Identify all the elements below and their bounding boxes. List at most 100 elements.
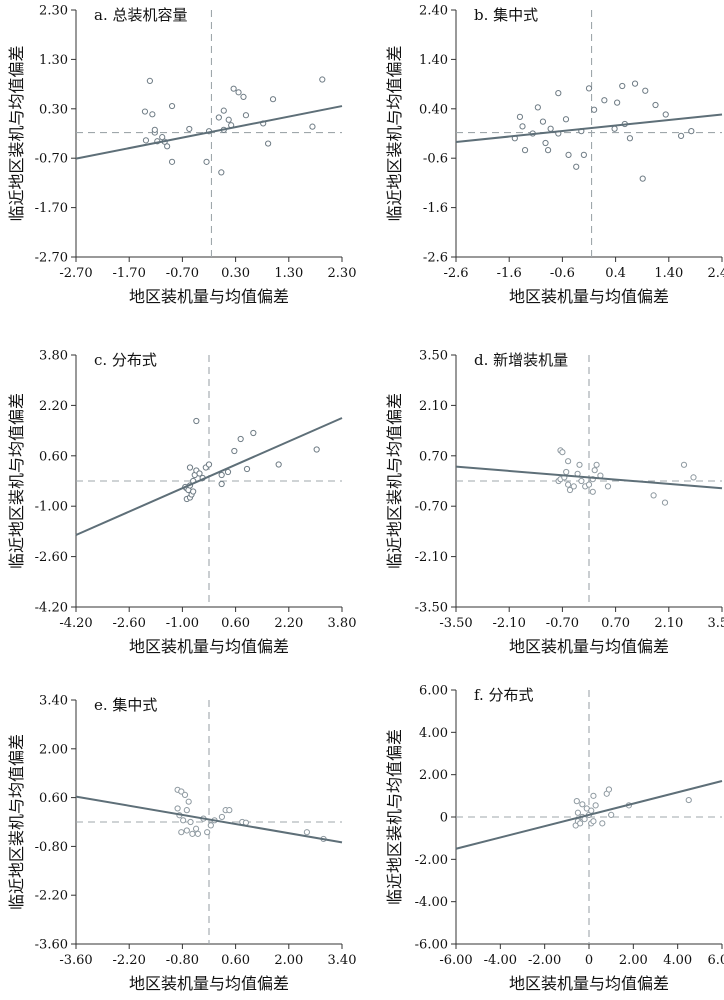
y-tick-label: -3.60 [35, 938, 68, 953]
data-point [588, 807, 595, 814]
data-point [224, 468, 232, 476]
data-point [642, 87, 649, 94]
y-tick-label: 0 [440, 811, 448, 826]
y-tick-label: -2.20 [35, 889, 68, 904]
data-point [178, 788, 185, 795]
data-point [240, 93, 247, 101]
data-point [218, 813, 226, 821]
x-tick-label: -2.00 [528, 953, 561, 968]
x-tick-label: 3.80 [328, 616, 357, 631]
y-tick-label: -1.6 [423, 201, 448, 216]
data-point [189, 830, 196, 837]
chart-panel-b: -2.6 -1.6 -0.6 0.4 1.40 2.40 2.40 1.40 0.40 -0.6 -… [385, 4, 724, 307]
data-point [203, 158, 210, 165]
y-tick-label: 2.00 [39, 742, 68, 757]
y-tick-label: -0.80 [35, 840, 68, 855]
data-point [593, 461, 600, 468]
data-point [225, 116, 232, 123]
data-point [611, 125, 618, 132]
x-tick-label: 0.30 [221, 266, 250, 281]
x-tick-label: 0.60 [221, 616, 250, 631]
data-point [652, 101, 659, 109]
x-tick-label: -0.70 [166, 266, 199, 281]
x-tick-label: -0.70 [546, 616, 579, 631]
fit-line [75, 105, 343, 160]
fit-line [455, 780, 723, 850]
x-tick-label: 3.50 [708, 616, 724, 631]
data-point [207, 822, 214, 829]
data-point [220, 107, 227, 114]
y-tick-label: -2.60 [35, 550, 68, 565]
data-point [180, 817, 187, 824]
data-point [590, 792, 597, 799]
data-point [626, 135, 634, 142]
data-point [685, 796, 692, 804]
data-point [585, 481, 593, 488]
data-point [149, 111, 156, 118]
x-tick-label: 6.00 [708, 953, 724, 968]
y-axis-title: 临近地区装机与均值偏差 [7, 393, 26, 569]
data-point [183, 807, 190, 814]
y-tick-label: 2.40 [419, 4, 448, 19]
x-tick-label: -4.00 [484, 953, 517, 968]
data-point [544, 147, 552, 154]
y-tick-label: 4.00 [419, 726, 448, 741]
y-tick-label: 1.40 [419, 53, 448, 68]
data-point [303, 829, 311, 836]
data-point [218, 169, 225, 176]
data-point [680, 461, 688, 468]
data-point [573, 798, 580, 805]
data-point [516, 113, 524, 120]
x-axis-title: 地区装机量与均值偏差 [129, 637, 289, 656]
x-axis-title: 地区装机量与均值偏差 [509, 637, 669, 656]
x-tick-label: -2.6 [443, 266, 468, 281]
x-tick-label: -2.60 [113, 616, 146, 631]
y-tick-label: 2.10 [419, 399, 448, 414]
fit-line [75, 795, 343, 844]
data-point [599, 820, 606, 827]
data-point [608, 811, 615, 818]
data-point [539, 118, 547, 125]
data-point [186, 464, 194, 471]
chart-panel-e: -3.60 -2.20 -0.80 0.60 2.00 3.40 3.40 2.00 0.60 -… [7, 694, 356, 994]
x-tick-label: 2.00 [274, 953, 303, 968]
data-point [580, 151, 587, 158]
x-tick-label: -2.20 [113, 953, 146, 968]
y-tick-label: -1.00 [35, 500, 68, 515]
data-point [591, 467, 598, 474]
data-point [566, 486, 574, 494]
data-point [677, 132, 685, 139]
data-point [577, 820, 584, 827]
data-point [591, 106, 598, 113]
data-point [592, 802, 599, 809]
data-point [601, 97, 608, 104]
data-point [174, 805, 181, 812]
data-point [578, 477, 585, 485]
x-tick-label: -1.70 [113, 266, 146, 281]
y-axis-title: 临近地区装机与均值偏差 [385, 729, 404, 905]
data-point [579, 801, 586, 808]
y-tick-label: -0.70 [35, 152, 68, 167]
x-axis-title: 地区装机量与均值偏差 [129, 974, 289, 993]
chart-panel-a: -2.70 -1.70 -0.70 0.30 1.30 2.30 2.30 1.30 0.30 -… [7, 4, 356, 307]
panel-title: e. 集中式 [94, 696, 157, 714]
x-axis-title: 地区装机量与均值偏差 [509, 974, 669, 993]
y-tick-label: -3.50 [415, 601, 448, 616]
y-axis-title: 临近地区装机与均值偏差 [7, 734, 26, 910]
data-point [562, 116, 570, 123]
data-point [194, 830, 202, 837]
data-point [574, 809, 582, 816]
data-point [146, 77, 153, 84]
data-point [193, 417, 200, 425]
panel-title: a. 总装机容量 [94, 6, 187, 24]
x-axis-title: 地区装机量与均值偏差 [129, 287, 289, 306]
x-tick-label: 0.4 [605, 266, 626, 281]
x-tick-label: 0 [585, 953, 593, 968]
x-tick-label: -2.70 [59, 266, 92, 281]
data-point [521, 147, 529, 154]
y-tick-label: -2.00 [415, 853, 448, 868]
data-point [319, 76, 326, 83]
data-point [605, 786, 613, 793]
y-tick-label: -6.00 [415, 938, 448, 953]
data-point [204, 829, 211, 836]
